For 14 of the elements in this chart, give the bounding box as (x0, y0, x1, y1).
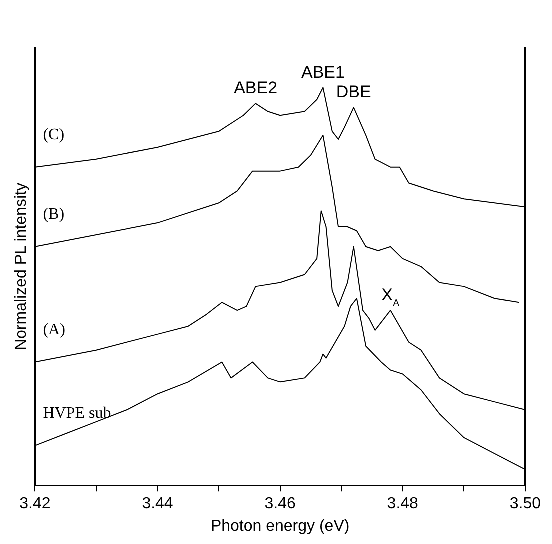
x-tick-label: 3.48 (387, 496, 419, 513)
annotation: DBE (336, 82, 372, 102)
annotation: ABE1 (301, 62, 345, 82)
series-label: (C) (43, 126, 65, 144)
series-label: (A) (43, 321, 66, 338)
x-tick-label: 3.42 (20, 496, 51, 513)
annotation: ABE2 (234, 78, 278, 98)
y-axis-title: Normalized PL intensity (13, 183, 30, 351)
x-tick-label: 3.50 (510, 496, 542, 513)
x-tick-label: 3.46 (264, 496, 296, 513)
x-axis-title: Photon energy (eV) (210, 518, 350, 535)
series-label: (B) (43, 206, 65, 223)
series-label: HVPE sub (43, 404, 112, 422)
x-tick-label: 3.44 (142, 496, 174, 513)
